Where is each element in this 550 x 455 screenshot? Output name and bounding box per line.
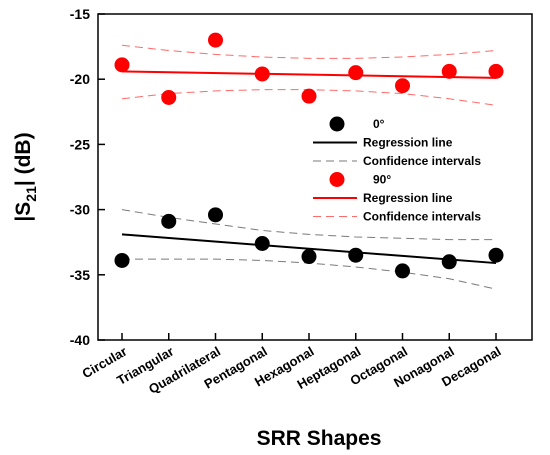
confidence-upper-series-1 [121,44,497,59]
legend-label: 0° [373,117,385,131]
data-point-series-0 [254,236,270,252]
data-point-series-1 [161,89,177,105]
data-point-series-1 [114,57,130,73]
data-point-series-1 [254,66,270,82]
plot-frame [97,13,533,341]
data-point-series-1 [488,63,504,79]
x-axis-title: SRR Shapes [257,427,382,450]
data-point-series-1 [301,88,317,104]
data-point-series-1 [348,65,364,81]
x-axis: CircularTriangularQuadrilateralPentagona… [79,333,504,397]
y-tick-label: -35 [70,267,90,283]
data-point-series-1 [208,32,223,48]
data-point-series-0 [488,247,504,263]
y-tick-label: -40 [70,332,90,348]
legend: 0° Regression line Confidence intervals 90°… [313,116,481,224]
confidence-upper-series-0 [121,209,496,241]
y-tick-label: -15 [70,6,90,22]
data-points [114,32,504,279]
legend-label: Confidence intervals [363,154,481,168]
data-point-series-0 [161,213,177,229]
regression-line-series-1 [121,70,497,79]
legend-label: Regression line [363,191,453,205]
data-point-series-1 [441,63,457,79]
data-point-series-0 [208,207,223,223]
legend-marker-1 [329,172,345,187]
regression-line-series-0 [121,233,497,265]
y-axis: -15 -20 -25 -30 -35 -40 [70,6,105,348]
y-tick-label: -30 [70,202,90,218]
legend-label: Regression line [363,136,453,150]
y-tick-label: -25 [70,136,90,152]
regression-lines [121,70,497,265]
legend-marker-0 [329,116,345,132]
legend-label: 90° [373,173,391,187]
data-point-series-0 [114,252,130,268]
data-point-series-0 [301,249,317,265]
data-point-series-1 [395,78,410,94]
y-tick-label: -20 [70,71,90,87]
legend-label: Confidence intervals [363,210,481,224]
data-point-series-0 [441,254,457,270]
y-axis-title: |S21| (dB) [12,132,39,221]
data-point-series-0 [348,247,364,263]
data-point-series-0 [395,263,410,279]
